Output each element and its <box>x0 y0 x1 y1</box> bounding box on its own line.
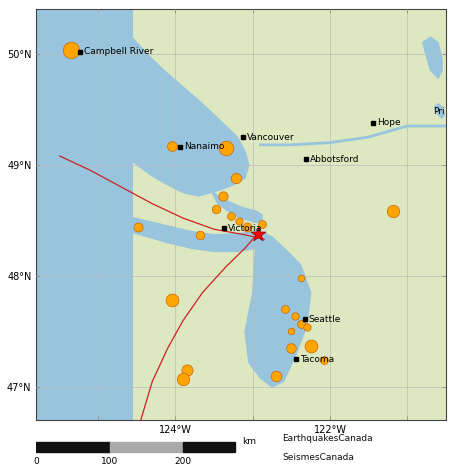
Polygon shape <box>75 9 249 196</box>
Point <box>297 275 304 282</box>
Bar <box>183 442 234 452</box>
Polygon shape <box>71 159 110 192</box>
Point <box>220 192 227 200</box>
Text: km: km <box>242 437 256 446</box>
Point <box>197 231 204 239</box>
Text: Tacoma: Tacoma <box>300 355 334 364</box>
Point <box>254 230 262 237</box>
Point <box>258 220 266 227</box>
Bar <box>110 442 183 452</box>
Text: Nanaimo: Nanaimo <box>184 142 224 151</box>
Point <box>235 218 243 225</box>
Point <box>243 223 250 231</box>
Polygon shape <box>210 189 262 223</box>
Polygon shape <box>423 37 442 78</box>
Text: Vancouver: Vancouver <box>248 133 295 142</box>
Point <box>222 144 229 152</box>
Text: SeismesCanada: SeismesCanada <box>282 453 354 462</box>
Text: Hope: Hope <box>377 118 401 127</box>
Point <box>288 328 295 335</box>
Polygon shape <box>98 209 257 251</box>
Point <box>307 342 314 350</box>
Point <box>272 372 279 380</box>
Point <box>168 142 175 150</box>
Point <box>297 320 304 327</box>
Point <box>135 223 142 231</box>
Text: Campbell River: Campbell River <box>84 47 153 56</box>
Point <box>183 367 191 374</box>
Bar <box>36 9 133 420</box>
Point <box>292 312 299 319</box>
Polygon shape <box>36 9 106 67</box>
Text: Abbotsford: Abbotsford <box>310 155 359 164</box>
Bar <box>36 442 110 452</box>
Point <box>303 323 310 331</box>
Polygon shape <box>435 104 445 118</box>
Point <box>390 208 397 215</box>
Point <box>282 305 289 313</box>
Polygon shape <box>71 9 110 59</box>
Point <box>168 297 175 304</box>
Point <box>180 375 187 383</box>
Point <box>288 344 295 352</box>
Point <box>212 205 219 213</box>
Text: Pri: Pri <box>433 107 445 116</box>
Point <box>67 47 75 54</box>
Text: Victoria: Victoria <box>228 224 263 233</box>
Polygon shape <box>245 229 311 387</box>
Text: EarthquakesCanada: EarthquakesCanada <box>282 434 373 443</box>
Text: 200: 200 <box>175 457 192 466</box>
Text: Seattle: Seattle <box>308 315 341 324</box>
Text: 100: 100 <box>101 457 118 466</box>
Point <box>320 357 328 364</box>
Polygon shape <box>36 9 145 59</box>
Point <box>228 212 235 219</box>
Text: 0: 0 <box>34 457 39 466</box>
Point <box>232 175 239 182</box>
